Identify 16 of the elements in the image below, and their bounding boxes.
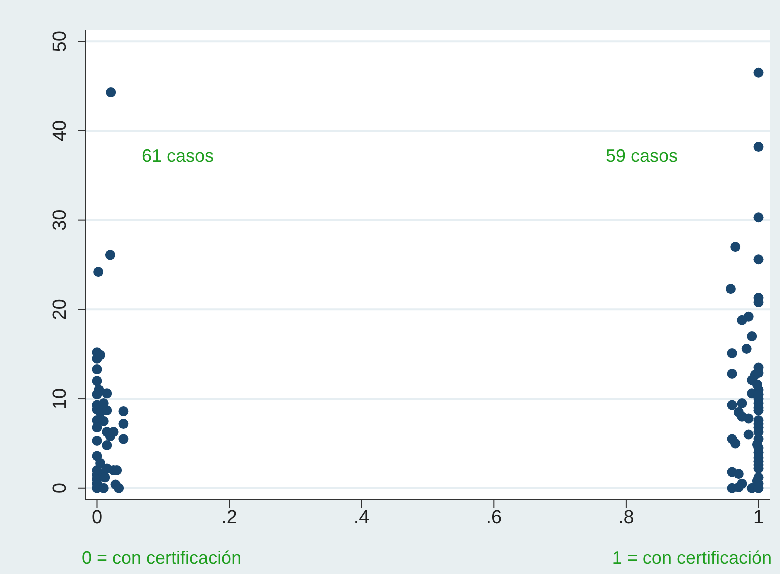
y-tick-label: 10 [50, 388, 71, 410]
x-tick-label: .6 [486, 507, 502, 528]
x-tick-label: .8 [618, 507, 634, 528]
x-tick-label: 0 [92, 507, 103, 528]
annotation: 59 casos [606, 146, 678, 167]
annotation: 61 casos [142, 146, 214, 167]
y-tick-label: 20 [50, 299, 71, 320]
y-tick-label: 50 [50, 31, 71, 52]
y-tick-label: 30 [50, 210, 71, 231]
x-tick-label: .4 [354, 507, 370, 528]
text: 0 = con certificación [82, 548, 242, 569]
text: 1 = con certificación [612, 548, 772, 569]
x-tick-label: .2 [222, 507, 238, 528]
y-tick-label: 0 [50, 483, 71, 494]
y-tick-label: 40 [50, 120, 71, 142]
x-tick-label: 1 [753, 507, 764, 528]
